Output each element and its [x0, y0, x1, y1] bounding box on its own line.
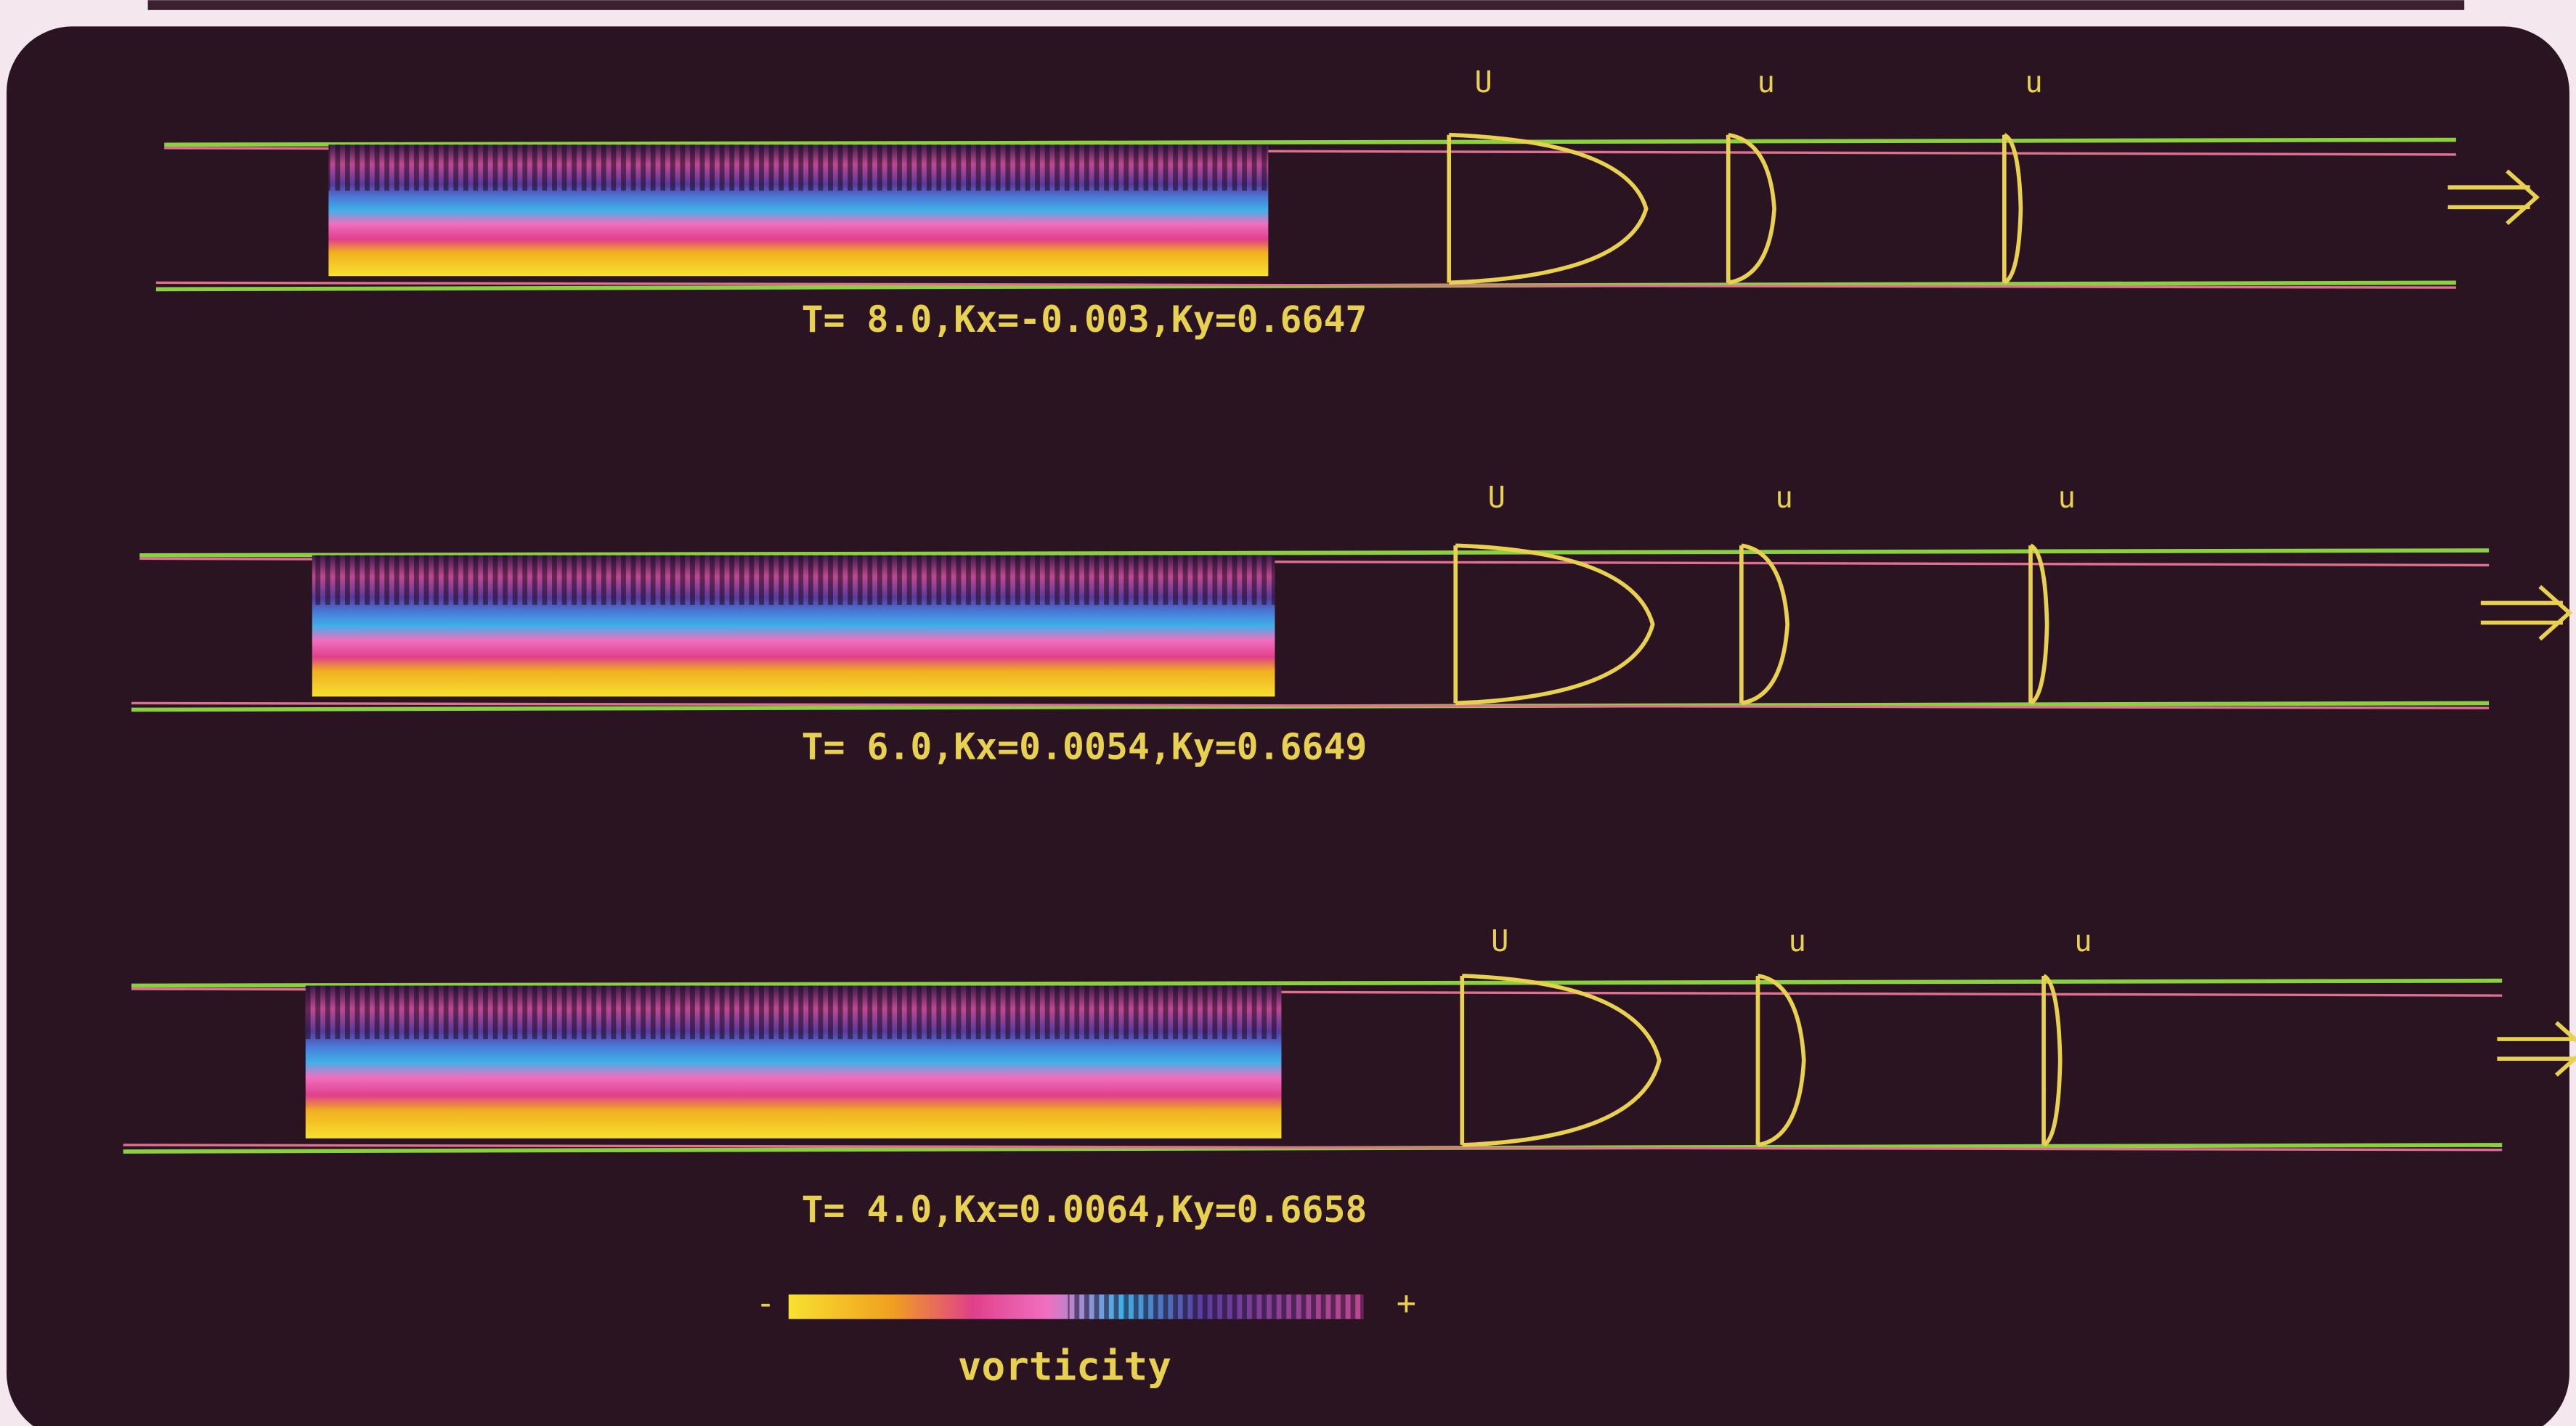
vortex-stripes: [306, 986, 1282, 1040]
vortex-stripes: [328, 144, 1268, 190]
vortex-stripes: [312, 555, 1275, 605]
profile-label: U: [1474, 65, 1492, 99]
profile-label: u: [1758, 65, 1776, 99]
profile-label: u: [2074, 924, 2092, 958]
colorbar-title: vorticity: [958, 1343, 1171, 1389]
profile-label: u: [1788, 924, 1806, 958]
colorbar-max: +: [1397, 1284, 1416, 1322]
profile-label: u: [2025, 65, 2043, 99]
caption: T= 4.0,Kx=0.0064,Ky=0.6658: [802, 1189, 1368, 1231]
profile-label: u: [1775, 480, 1793, 515]
caption: T= 8.0,Kx=-0.003,Ky=0.6647: [802, 298, 1368, 341]
profile-label: U: [1491, 924, 1509, 958]
colorbar-stripes: [1068, 1295, 1363, 1319]
page: {"panels": [ {"caption": "T= 8.0,Kx=-0.0…: [0, 0, 2576, 1426]
colorbar-min: -: [756, 1284, 776, 1322]
screen-photo: Uu u T= 8.0,Kx=-0.003,Ky=0.6647 Uu u T= 6.0,K…: [0, 0, 2576, 1426]
top-edge: [148, 0, 2465, 10]
profile-label: u: [2057, 480, 2076, 515]
caption: T= 6.0,Kx=0.0054,Ky=0.6649: [802, 725, 1368, 767]
profile-label: U: [1488, 480, 1506, 515]
